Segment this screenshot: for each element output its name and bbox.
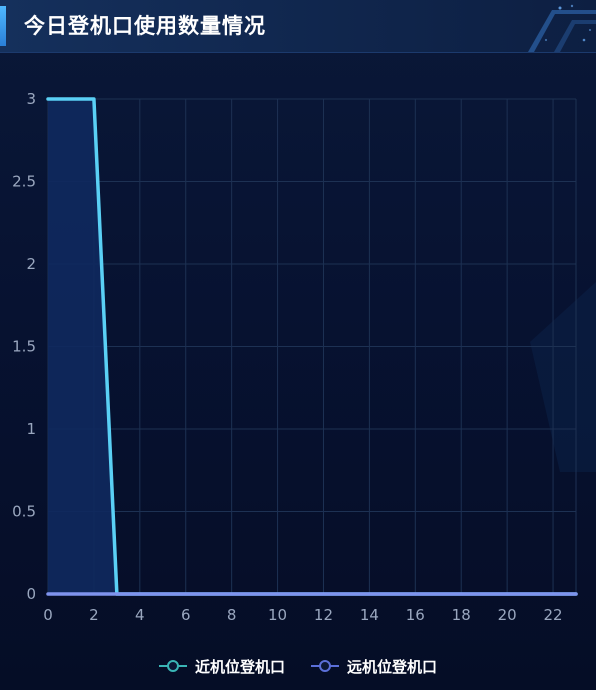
x-tick-label: 6 [181, 606, 191, 624]
legend-label-near: 近机位登机口 [194, 657, 285, 676]
header-decoration-icon [528, 4, 596, 52]
series-lines [46, 97, 578, 596]
near-series-line-circle-icon [158, 660, 187, 672]
y-tick-label: 3 [26, 90, 36, 108]
y-tick-label: 1.5 [12, 338, 36, 356]
x-tick-label: 0 [43, 606, 53, 624]
y-tick-label: 2.5 [12, 173, 36, 191]
grid-lines [47, 98, 577, 595]
x-tick-label: 22 [543, 606, 562, 624]
x-axis-tick-labels: 0 2 4 6 8 10 12 14 16 18 20 22 [43, 606, 562, 624]
x-tick-label: 18 [452, 606, 471, 624]
x-tick-label: 14 [360, 606, 379, 624]
panel-title: 今日登机口使用数量情况 [24, 14, 266, 38]
x-tick-label: 10 [268, 606, 287, 624]
background-decoration [530, 282, 596, 472]
header-accent-bar [0, 6, 6, 46]
line-chart: 0 2 4 6 8 10 12 14 16 18 20 22 0 0.5 1 1.5 2 2.5 3 [12, 90, 596, 624]
x-tick-label: 16 [406, 606, 425, 624]
x-tick-label: 20 [498, 606, 517, 624]
y-tick-label: 1 [26, 420, 36, 438]
series-area-near [48, 99, 576, 594]
x-tick-label: 8 [227, 606, 237, 624]
panel-header: 今日登机口使用数量情况 [0, 0, 596, 53]
x-tick-label: 12 [314, 606, 333, 624]
y-axis-tick-labels: 0 0.5 1 1.5 2 2.5 3 [12, 90, 36, 603]
y-tick-label: 2 [26, 255, 36, 273]
series-areas [48, 99, 576, 594]
y-tick-label: 0 [26, 585, 36, 603]
far-series-line-circle-icon [311, 660, 339, 672]
x-tick-label: 2 [89, 606, 99, 624]
chart-legend: 近机位登机口 远机位登机口 [0, 650, 596, 682]
y-tick-label: 0.5 [12, 503, 36, 521]
legend-item-far[interactable]: 远机位登机口 [311, 656, 437, 677]
x-tick-label: 4 [135, 606, 145, 624]
legend-item-near[interactable]: 近机位登机口 [158, 656, 285, 677]
legend-label-far: 远机位登机口 [347, 657, 438, 676]
